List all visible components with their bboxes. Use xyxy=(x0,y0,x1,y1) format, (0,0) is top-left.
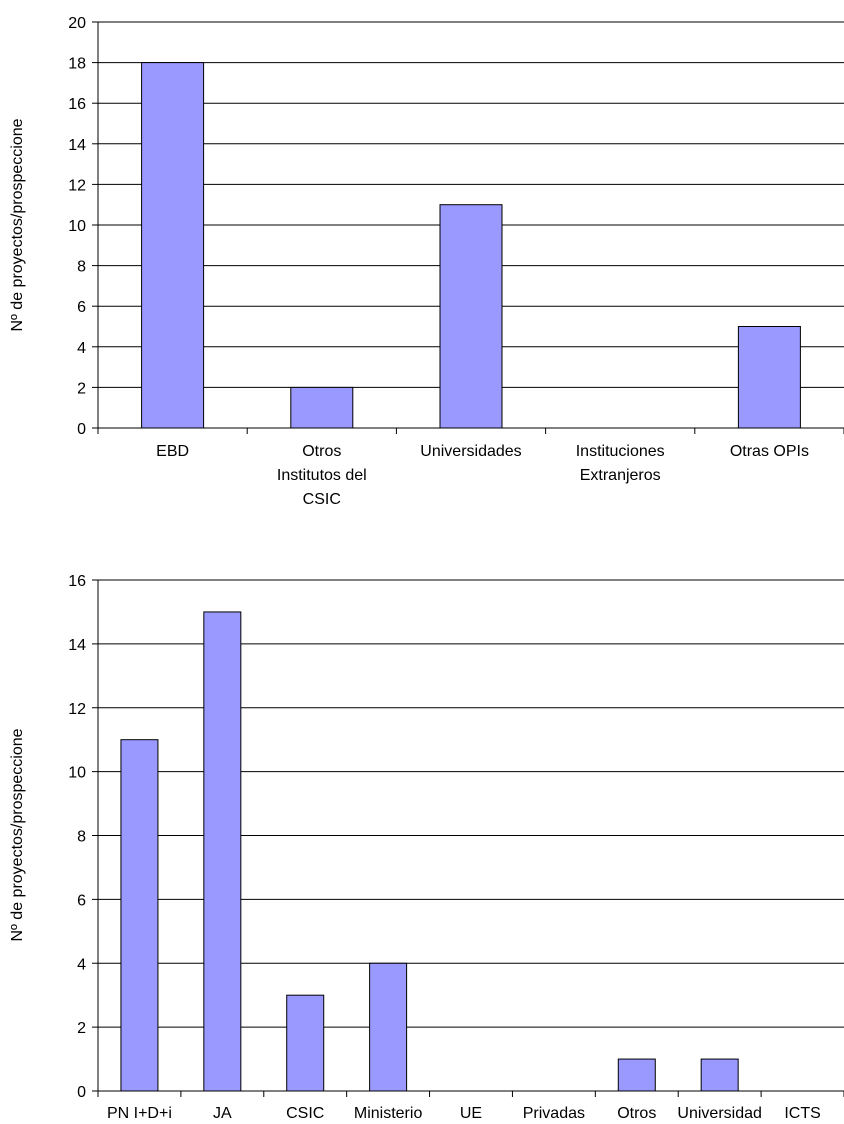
bar xyxy=(286,994,325,1092)
y-tick-label: 8 xyxy=(77,829,86,846)
y-axis-label: Nº de proyectos/prospeccione xyxy=(9,728,26,941)
category-label: Instituciones xyxy=(576,443,665,460)
y-tick-label: 12 xyxy=(68,177,86,194)
y-tick-label: 10 xyxy=(68,218,86,235)
category-label: Ministerio xyxy=(354,1105,423,1122)
y-tick-label: 18 xyxy=(68,56,86,73)
y-tick-label: 12 xyxy=(68,701,86,718)
bar xyxy=(290,386,354,429)
category-label: Otros xyxy=(617,1105,656,1122)
y-tick-label: 20 xyxy=(68,15,86,32)
category-label: Extranjeros xyxy=(580,467,661,484)
category-label: PN I+D+i xyxy=(107,1105,172,1122)
bar xyxy=(617,1058,656,1092)
category-label: UE xyxy=(460,1105,482,1122)
category-label: Otras OPIs xyxy=(730,443,809,460)
y-tick-label: 0 xyxy=(77,421,86,438)
bar xyxy=(203,611,242,1092)
category-label: CSIC xyxy=(303,491,341,508)
bar xyxy=(737,326,801,429)
bar xyxy=(120,739,159,1092)
y-tick-label: 6 xyxy=(77,892,86,909)
category-label: CSIC xyxy=(286,1105,324,1122)
category-label: Universidades xyxy=(420,443,521,460)
y-tick-label: 2 xyxy=(77,380,86,397)
category-label: Privadas xyxy=(523,1105,585,1122)
y-tick-label: 16 xyxy=(68,96,86,113)
chart-funding-sources: 0 2 4 6 8 10 12 14 16 PN I+D+i JA CSIC Ministerio UE P… xyxy=(9,573,844,1122)
y-tick-label: 10 xyxy=(68,765,86,782)
category-label: JA xyxy=(213,1105,232,1122)
bar xyxy=(369,962,408,1092)
category-label: EBD xyxy=(156,443,189,460)
category-label: Institutos del xyxy=(277,467,367,484)
y-tick-label: 6 xyxy=(77,299,86,316)
category-label: ICTS xyxy=(784,1105,820,1122)
y-tick-label: 4 xyxy=(77,956,86,973)
bar xyxy=(141,62,205,429)
y-tick-label: 14 xyxy=(68,137,86,154)
category-label: Otros xyxy=(302,443,341,460)
y-tick-label: 4 xyxy=(77,340,86,357)
bar xyxy=(700,1058,739,1092)
y-tick-label: 14 xyxy=(68,637,86,654)
y-tick-label: 8 xyxy=(77,259,86,276)
y-tick-label: 0 xyxy=(77,1084,86,1101)
y-tick-label: 16 xyxy=(68,573,86,590)
bar xyxy=(439,204,503,429)
chart-institutions: 0 2 4 6 8 10 12 14 16 18 20 EBD Otros Institutos del C… xyxy=(9,15,844,508)
y-tick-label: 2 xyxy=(77,1020,86,1037)
category-label: Universidad xyxy=(677,1105,761,1122)
y-axis-label: Nº de proyectos/prospeccione xyxy=(9,118,26,331)
